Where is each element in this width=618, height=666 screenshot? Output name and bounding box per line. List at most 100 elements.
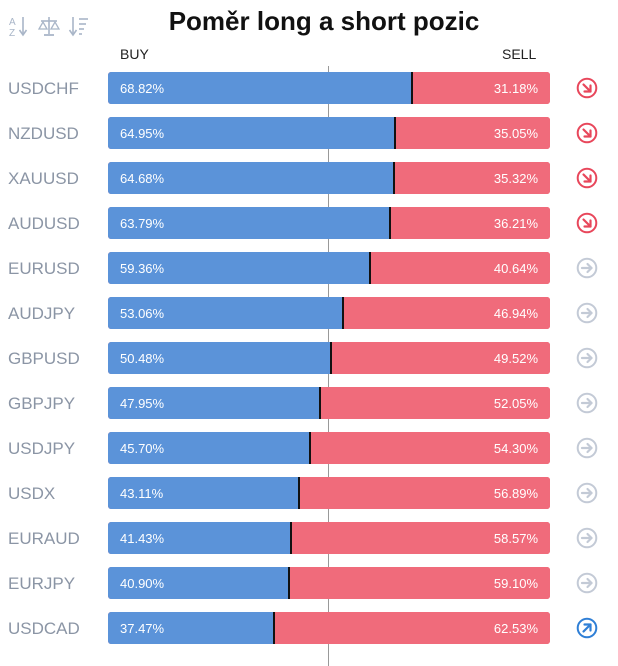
buy-percentage: 41.43% — [120, 531, 165, 546]
bar-divider — [330, 342, 333, 374]
arrow-right-icon[interactable] — [576, 572, 598, 594]
sell-percentage: 49.52% — [493, 351, 538, 366]
chart-row: NZDUSD 64.95% 35.05% — [0, 117, 618, 149]
ratio-bar: 40.90% 59.10% — [108, 567, 550, 599]
buy-percentage: 68.82% — [120, 81, 165, 96]
bar-divider — [297, 477, 300, 509]
buy-bar-segment — [108, 207, 390, 239]
svg-text:Z: Z — [9, 28, 15, 38]
pair-label[interactable]: XAUUSD — [8, 169, 79, 188]
arrow-right-icon[interactable] — [576, 257, 598, 279]
sell-bar-segment — [319, 387, 550, 419]
arrow-right-icon[interactable] — [576, 437, 598, 459]
arrow-right-icon[interactable] — [576, 527, 598, 549]
ratio-bar: 37.47% 62.53% — [108, 612, 550, 644]
pair-label[interactable]: EURAUD — [8, 529, 80, 548]
arrow-right-icon[interactable] — [576, 302, 598, 324]
pair-label[interactable]: GBPJPY — [8, 394, 76, 413]
buy-bar-segment — [108, 162, 394, 194]
bar-divider — [388, 207, 391, 239]
pair-label[interactable]: EURUSD — [8, 259, 80, 278]
arrow-down-right-icon[interactable] — [576, 77, 598, 99]
bar-divider — [341, 297, 344, 329]
sell-bar-segment — [412, 72, 550, 104]
chart-row: USDX 43.11% 56.89% — [0, 477, 618, 509]
buy-percentage: 63.79% — [120, 216, 165, 231]
sell-percentage: 54.30% — [493, 441, 538, 456]
buy-bar-segment — [108, 252, 371, 284]
sell-percentage: 46.94% — [493, 306, 538, 321]
arrow-down-right-icon[interactable] — [576, 167, 598, 189]
chart-row: AUDUSD 63.79% 36.21% — [0, 207, 618, 239]
pair-label[interactable]: AUDJPY — [8, 304, 76, 323]
arrow-right-icon[interactable] — [576, 347, 598, 369]
ratio-bar: 64.95% 35.05% — [108, 117, 550, 149]
ratio-bar: 59.36% 40.64% — [108, 252, 550, 284]
buy-bar-segment — [108, 387, 320, 419]
buy-percentage: 53.06% — [120, 306, 165, 321]
sell-bar-segment — [273, 612, 550, 644]
chart-row: USDCHF 68.82% 31.18% — [0, 72, 618, 104]
ratio-bar: 47.95% 52.05% — [108, 387, 550, 419]
balance-scale-icon[interactable] — [38, 14, 60, 38]
arrow-right-icon[interactable] — [576, 482, 598, 504]
pair-label[interactable]: AUDUSD — [8, 214, 80, 233]
ratio-bar: 63.79% 36.21% — [108, 207, 550, 239]
pair-label[interactable]: USDCAD — [8, 619, 80, 638]
arrow-up-right-icon[interactable] — [576, 617, 598, 639]
buy-percentage: 40.90% — [120, 576, 165, 591]
sell-bar-segment — [393, 162, 550, 194]
bar-divider — [369, 252, 372, 284]
chart-title: Poměr long a short pozic — [168, 6, 480, 36]
sell-column-label: SELL — [502, 46, 537, 62]
sell-bar-segment — [288, 567, 550, 599]
ratio-bar: 64.68% 35.32% — [108, 162, 550, 194]
ratio-bar: 43.11% 56.89% — [108, 477, 550, 509]
chart-row: AUDJPY 53.06% 46.94% — [0, 297, 618, 329]
arrow-down-right-icon[interactable] — [576, 122, 598, 144]
chart-row: XAUUSD 64.68% 35.32% — [0, 162, 618, 194]
buy-bar-segment — [108, 522, 292, 554]
buy-percentage: 50.48% — [120, 351, 165, 366]
buy-bar-segment — [108, 567, 289, 599]
arrow-right-icon[interactable] — [576, 392, 598, 414]
buy-percentage: 64.95% — [120, 126, 165, 141]
bar-divider — [318, 387, 321, 419]
bar-divider — [392, 162, 395, 194]
bar-divider — [290, 522, 293, 554]
ratio-bar: 53.06% 46.94% — [108, 297, 550, 329]
pair-label[interactable]: USDX — [8, 484, 56, 503]
sell-percentage: 58.57% — [493, 531, 538, 546]
buy-percentage: 37.47% — [120, 621, 165, 636]
buy-percentage: 59.36% — [120, 261, 165, 276]
buy-bar-segment — [108, 297, 343, 329]
sell-percentage: 31.18% — [493, 81, 538, 96]
pair-label[interactable]: GBPUSD — [8, 349, 80, 368]
svg-text:A: A — [9, 17, 16, 28]
sell-bar-segment — [342, 297, 550, 329]
chart-row: USDJPY 45.70% 54.30% — [0, 432, 618, 464]
pair-label[interactable]: EURJPY — [8, 574, 76, 593]
chart-row: EURUSD 59.36% 40.64% — [0, 252, 618, 284]
sell-percentage: 62.53% — [493, 621, 538, 636]
buy-percentage: 45.70% — [120, 441, 165, 456]
sell-percentage: 56.89% — [493, 486, 538, 501]
sell-percentage: 35.32% — [493, 171, 538, 186]
sort-alpha-icon[interactable]: A Z — [8, 14, 30, 38]
sell-percentage: 59.10% — [493, 576, 538, 591]
chart-row: USDCAD 37.47% 62.53% — [0, 612, 618, 644]
sell-percentage: 52.05% — [493, 396, 538, 411]
sell-bar-segment — [395, 117, 550, 149]
sell-bar-segment — [298, 477, 550, 509]
ratio-bar: 45.70% 54.30% — [108, 432, 550, 464]
sort-numeric-icon[interactable] — [68, 14, 90, 38]
pair-label[interactable]: NZDUSD — [8, 124, 79, 143]
pair-label[interactable]: USDJPY — [8, 439, 76, 458]
arrow-down-right-icon[interactable] — [576, 212, 598, 234]
bar-divider — [272, 612, 275, 644]
ratio-bar: 41.43% 58.57% — [108, 522, 550, 554]
ratio-bar: 68.82% 31.18% — [108, 72, 550, 104]
sell-percentage: 35.05% — [493, 126, 538, 141]
buy-bar-segment — [108, 432, 310, 464]
pair-label[interactable]: USDCHF — [8, 79, 79, 98]
